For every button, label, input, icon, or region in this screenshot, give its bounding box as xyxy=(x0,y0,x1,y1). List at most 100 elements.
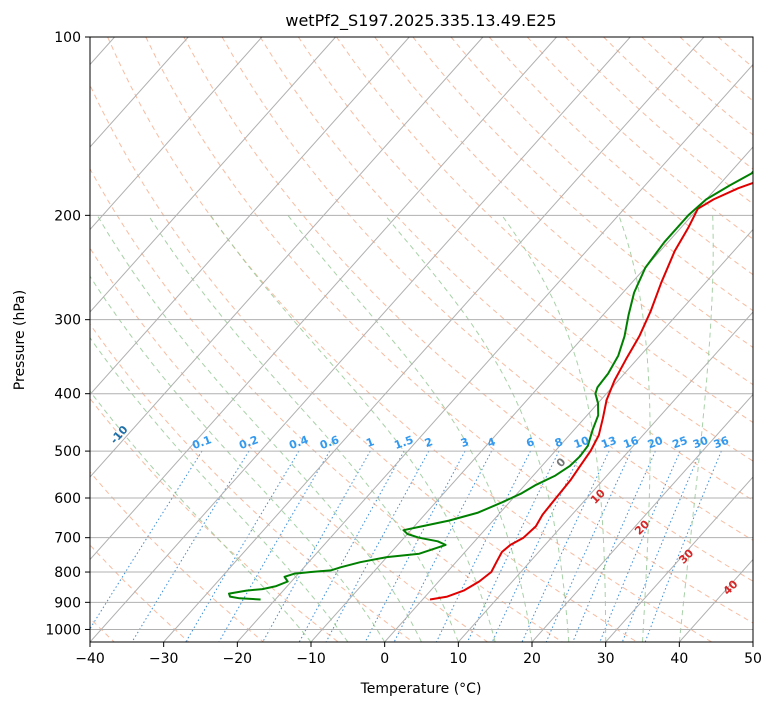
moist-adiabat-line xyxy=(90,275,386,642)
mixing-ratio-label: 3 xyxy=(459,435,471,450)
dry-adiabat-line xyxy=(145,37,753,624)
x-tick-label: 20 xyxy=(523,651,541,667)
x-tick-label: −30 xyxy=(149,651,179,667)
dry-adiabat-line xyxy=(183,37,753,582)
y-axis-title: Pressure (hPa) xyxy=(12,290,28,390)
mixing-ratio-line xyxy=(218,450,331,642)
dry-adiabat-line xyxy=(221,37,753,541)
moist-adiabat-label: 10 xyxy=(588,486,608,506)
isotherm-line xyxy=(236,63,753,642)
mixing-ratio-line xyxy=(572,450,656,642)
x-axis-title: Temperature (°C) xyxy=(360,681,482,697)
dry-adiabat-line xyxy=(756,37,775,642)
profile-series xyxy=(228,170,753,601)
mixing-ratio-line xyxy=(364,450,466,642)
x-tick-label: 30 xyxy=(597,651,615,667)
dry-adiabat-label: -10 xyxy=(108,423,131,447)
mixing-ratio-label: 4 xyxy=(486,435,498,450)
dry-adiabat-line xyxy=(679,37,753,102)
dry-adiabat-line xyxy=(90,323,414,642)
moist-adiabat-line xyxy=(147,215,459,642)
isotherm-line xyxy=(678,558,753,642)
moist-adiabat-line xyxy=(384,214,570,642)
mixing-ratio-label: 20 xyxy=(646,434,665,452)
x-tick-label: 50 xyxy=(744,651,762,667)
mixing-ratio-label: 30 xyxy=(691,434,710,452)
mixing-ratio-line xyxy=(298,450,405,642)
mixing-ratio-label: 0.2 xyxy=(237,433,260,452)
moist-adiabat-label: 20 xyxy=(632,517,652,537)
mixing-ratio-line xyxy=(185,450,300,642)
y-tick-label: 700 xyxy=(54,531,81,547)
isotherm-line xyxy=(90,37,484,478)
moist-adiabat-line xyxy=(287,214,533,642)
mixing-ratio-line xyxy=(325,450,430,642)
mixing-ratio-label: 1 xyxy=(364,435,376,450)
y-tick-label: 200 xyxy=(54,208,81,224)
dry-adiabat-line xyxy=(259,37,753,501)
axis-ticks: −40 −30 −20 −10 0 10 20 30 40 50 1000 900 800 700 600 5… xyxy=(45,30,762,667)
moist-adiabat-line xyxy=(618,215,651,642)
x-tick-label: 0 xyxy=(380,651,389,667)
y-tick-label: 500 xyxy=(54,444,81,460)
mixing-ratio-label: 16 xyxy=(622,434,641,452)
mixing-ratio-label: 8 xyxy=(553,435,565,450)
isotherm-line xyxy=(310,146,753,642)
mixing-ratio-line xyxy=(90,450,203,630)
dry-adiabat-line xyxy=(488,37,753,276)
dry-adiabat-line xyxy=(90,544,190,642)
isotherm-line xyxy=(531,393,753,642)
mixing-ratio-label: 0.1 xyxy=(190,433,213,452)
moist-adiabat-line xyxy=(501,215,607,642)
isotherm-line xyxy=(90,37,189,148)
x-tick-label: −20 xyxy=(223,651,253,667)
dewpoint-profile-line xyxy=(228,170,753,601)
moist-adiabat-line xyxy=(90,336,349,642)
isotherm-line xyxy=(90,37,410,396)
chart-title: wetPf2_S197.2025.335.13.49.E25 xyxy=(285,11,556,31)
mixing-ratio-label: 0.6 xyxy=(318,433,341,452)
mixing-ratio-line xyxy=(545,450,632,642)
mixing-ratio-line xyxy=(435,450,531,642)
moist-adiabat-label: 40 xyxy=(721,577,741,597)
dry-adiabat-line xyxy=(107,37,712,642)
moist-adiabat-line xyxy=(90,390,312,642)
dry-adiabat-line xyxy=(90,247,488,642)
dry-adiabat-line xyxy=(374,37,753,386)
dry-adiabat-line xyxy=(412,37,753,349)
mixing-ratio-line xyxy=(131,450,250,642)
dry-adiabat-label: -20 xyxy=(29,397,52,421)
moist-adiabat-line xyxy=(96,215,422,642)
dry-adiabat-line xyxy=(297,37,753,462)
y-tick-label: 600 xyxy=(54,491,81,507)
temperature-profile-line xyxy=(429,181,753,601)
mixing-ratio-line xyxy=(644,450,722,642)
y-tick-label: 100 xyxy=(54,30,81,46)
dry-adiabat-line xyxy=(717,37,753,69)
dry-adiabat-line xyxy=(90,397,339,642)
isotherm-line xyxy=(605,476,753,642)
mixing-ratio-line xyxy=(599,450,681,642)
mixing-ratio-label: 1.5 xyxy=(392,433,415,452)
mixing-ratio-line xyxy=(621,450,702,642)
line-labels: -100-90-80-70-60-50-40-30-20-10010203040… xyxy=(29,397,741,598)
dry-adiabat-line xyxy=(90,471,264,642)
dry-adiabat-line xyxy=(90,167,563,642)
isotherm-line xyxy=(457,311,753,642)
x-tick-label: 40 xyxy=(670,651,688,667)
isotherm-line xyxy=(384,228,753,642)
mixing-ratio-line xyxy=(262,450,371,642)
isotherm-line xyxy=(90,37,336,313)
dry-adiabat-line xyxy=(90,83,638,642)
dry-adiabat-line xyxy=(641,37,753,136)
moist-adiabat-label: 30 xyxy=(676,546,696,566)
mixing-ratio-line xyxy=(491,450,583,642)
mixing-ratio-label: 36 xyxy=(712,434,731,452)
moist-adiabat-line xyxy=(210,215,496,642)
isotherm-line xyxy=(90,37,631,642)
mixing-ratio-label: 0.4 xyxy=(287,433,310,452)
y-tick-label: 800 xyxy=(54,565,81,581)
mixing-ratio-line xyxy=(521,450,610,642)
y-tick-label: 900 xyxy=(54,595,81,611)
